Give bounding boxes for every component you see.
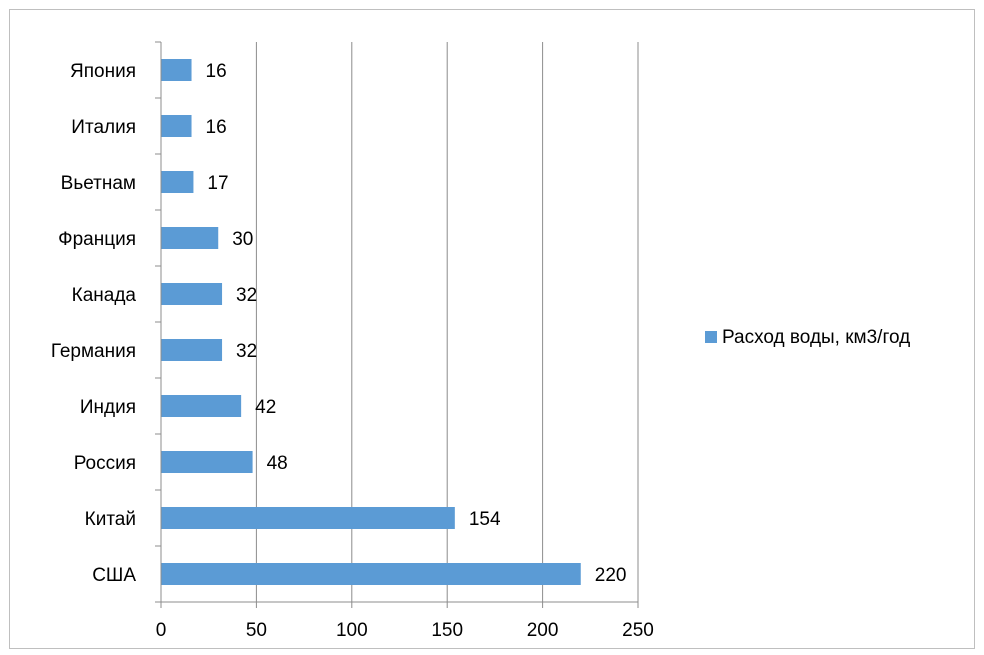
x-tick-label: 50: [246, 620, 267, 641]
data-label: 32: [236, 341, 257, 362]
category-label: Франция: [58, 229, 136, 250]
category-label: Германия: [51, 341, 136, 362]
data-label: 16: [206, 117, 227, 138]
bar-9: [161, 563, 581, 585]
legend: Расход воды, км3/год: [705, 327, 910, 348]
data-label: 220: [595, 565, 627, 586]
bar-3: [161, 227, 219, 249]
data-label: 16: [206, 61, 227, 82]
bar-8: [161, 507, 455, 529]
data-label: 30: [232, 229, 253, 250]
bars: [161, 59, 581, 585]
bar-5: [161, 339, 223, 361]
axes: [155, 41, 639, 608]
bar-7: [161, 451, 253, 473]
x-tick-label: 100: [336, 620, 368, 641]
category-label: Вьетнам: [61, 173, 136, 194]
data-label: 42: [255, 397, 276, 418]
category-label: Россия: [74, 453, 136, 474]
bar-6: [161, 395, 242, 417]
bar-2: [161, 171, 194, 193]
data-label: 48: [267, 453, 288, 474]
bar-0: [161, 59, 192, 81]
x-tick-label: 0: [156, 620, 167, 641]
legend-swatch: [705, 331, 717, 343]
legend-label: Расход воды, км3/год: [722, 327, 910, 348]
category-label: Индия: [80, 397, 136, 418]
x-tick-label: 250: [622, 620, 654, 641]
category-label: Канада: [72, 285, 137, 306]
bar-1: [161, 115, 192, 137]
x-tick-label: 150: [431, 620, 463, 641]
x-tick-label: 200: [527, 620, 559, 641]
category-label: Япония: [70, 61, 136, 82]
data-label: 154: [469, 509, 501, 530]
bar-4: [161, 283, 223, 305]
category-label: США: [92, 565, 136, 586]
data-label: 17: [207, 173, 228, 194]
data-label: 32: [236, 285, 257, 306]
labels: 0 50 100 150 200 250 Япония 16 Италия 16 Вьетнам 17…: [51, 61, 654, 641]
category-label: Италия: [71, 117, 136, 138]
category-label: Китай: [85, 509, 136, 530]
